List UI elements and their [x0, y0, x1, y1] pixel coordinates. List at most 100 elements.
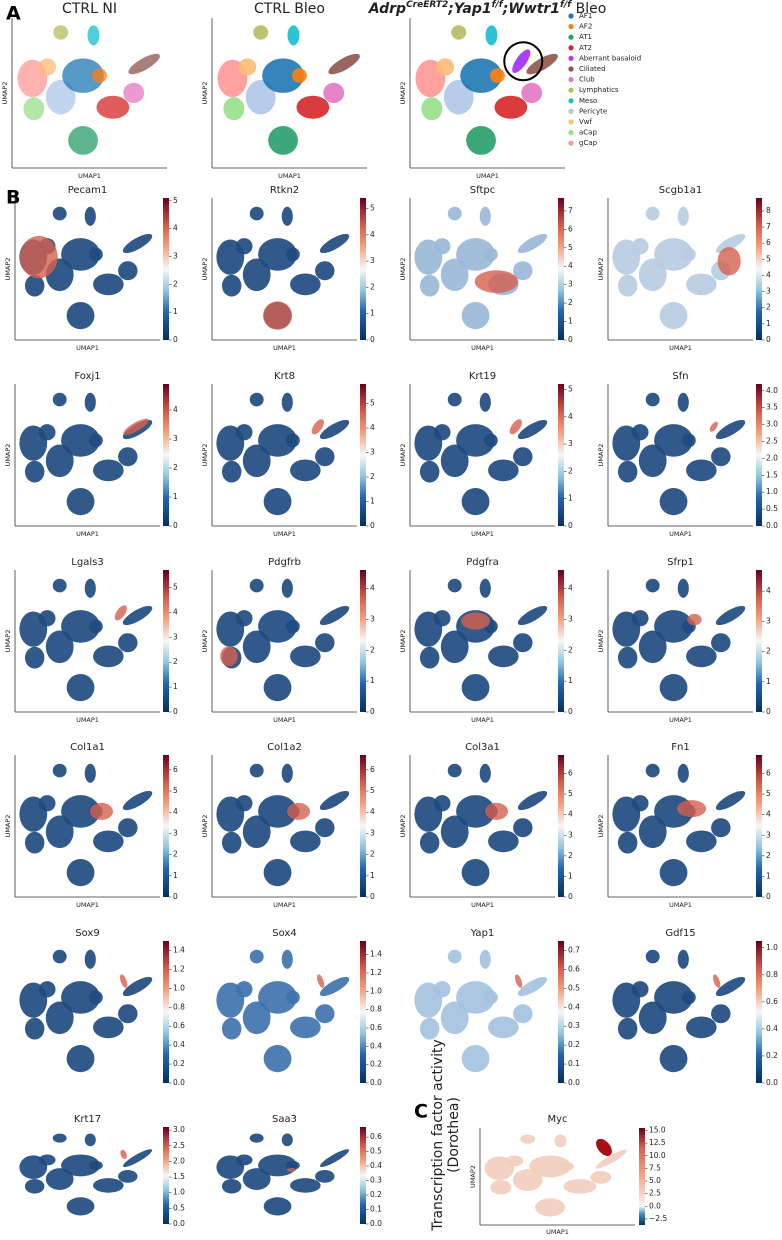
y-axis-label: UMAP2: [399, 815, 407, 838]
colorbar-tick-label: 5: [568, 789, 573, 798]
colorbar-tick-label: 3: [370, 828, 375, 837]
plot-title: Scgb1a1: [659, 185, 702, 196]
cell-cluster: [45, 815, 74, 849]
legend-label: aCap: [579, 129, 597, 137]
cell-cluster: [123, 82, 145, 103]
cell-cluster: [659, 1045, 688, 1073]
colorbar-tick-label: 1: [173, 307, 178, 316]
cell-cluster: [440, 815, 469, 849]
plot-title: Lgals3: [71, 557, 103, 568]
cell-cluster: [235, 424, 253, 441]
expression-hotspot: [311, 419, 324, 435]
colorbar-tick-label: 0: [173, 521, 178, 530]
cell-cluster: [433, 610, 451, 627]
colorbar: [756, 198, 762, 340]
expression-hotspot: [484, 802, 508, 820]
cell-cluster: [681, 990, 696, 1005]
y-axis-label: UMAP2: [201, 444, 209, 467]
cell-cluster: [290, 1178, 321, 1193]
title-part: CreERT2: [406, 0, 448, 10]
plot-title: Sfn: [672, 371, 688, 382]
colorbar-tick-label: 6: [568, 224, 573, 233]
cell-cluster: [654, 610, 694, 643]
colorbar-tick-label: 0.0: [568, 1078, 580, 1087]
cell-cluster: [447, 392, 462, 407]
colorbar-tick-label: 5: [766, 789, 771, 798]
cell-cluster: [84, 949, 96, 969]
cell-cluster: [659, 488, 688, 516]
expression-hotspot: [596, 1138, 612, 1156]
cell-cluster: [535, 1198, 565, 1217]
cell-cluster: [419, 831, 440, 854]
cell-cluster: [221, 1179, 242, 1194]
colorbar-tick-label: 12.5: [649, 1138, 666, 1147]
cell-cluster: [118, 818, 138, 838]
cell-cluster: [291, 68, 307, 83]
cell-cluster: [263, 488, 292, 516]
cell-cluster: [711, 633, 731, 653]
cell-cluster: [595, 1149, 627, 1169]
colorbar-tick-label: 3: [766, 616, 771, 625]
cell-cluster: [451, 25, 467, 40]
plot-title: Col1a2: [267, 742, 302, 753]
legend-swatch: [568, 119, 574, 125]
colorbar-tick-label: 1: [173, 682, 178, 691]
expression-hotspot: [316, 974, 325, 988]
cell-cluster: [24, 831, 45, 854]
plot-title: Krt19: [469, 371, 496, 382]
cell-cluster: [456, 795, 496, 828]
cell-cluster: [52, 763, 67, 778]
colorbar: [163, 198, 169, 340]
colorbar-tick-label: 3: [568, 439, 573, 448]
colorbar-tick-label: 0: [766, 335, 771, 344]
colorbar-tick-label: 0.3: [370, 1176, 382, 1185]
legend-swatch: [568, 66, 574, 72]
plot-title: Sftpc: [470, 185, 495, 196]
plot-title: Sfrp1: [667, 557, 694, 568]
cell-cluster: [84, 206, 96, 226]
cell-cluster: [488, 830, 519, 853]
y-axis-label: UMAP2: [399, 82, 407, 105]
cell-cluster: [66, 859, 95, 887]
colorbar-tick-label: 0.5: [766, 504, 778, 513]
cell-cluster: [517, 419, 548, 440]
cell-cluster: [315, 1004, 335, 1024]
cell-cluster: [249, 763, 264, 778]
colorbar-tick-label: 0: [173, 335, 178, 344]
colorbar-tick-label: 7.5: [649, 1163, 661, 1172]
colorbar-tick-label: 1: [173, 492, 178, 501]
cell-cluster: [68, 125, 98, 155]
cell-cluster: [319, 790, 350, 811]
cell-cluster: [24, 274, 45, 297]
plot-title: Fn1: [671, 742, 689, 753]
colorbar-tick-label: 0.1: [568, 1059, 580, 1068]
cell-cluster: [617, 646, 638, 669]
colorbar-tick-label: 0: [568, 707, 573, 716]
plot-title: Myc: [547, 1114, 567, 1125]
cell-cluster: [517, 790, 548, 811]
cell-cluster: [87, 25, 100, 46]
cell-cluster: [285, 433, 300, 448]
colorbar-tick-label: 7: [568, 206, 573, 215]
expression-hotspot: [19, 235, 58, 279]
cell-cluster: [483, 990, 498, 1005]
colorbar-tick-label: 3.0: [173, 1125, 185, 1134]
colorbar-tick-label: 0: [173, 707, 178, 716]
cell-cluster: [421, 97, 443, 121]
colorbar: [756, 570, 762, 712]
colorbar-tick-label: 4: [766, 810, 771, 819]
colorbar-tick-label: 0: [568, 521, 573, 530]
plot-title: Krt8: [274, 371, 295, 382]
cell-cluster: [84, 392, 96, 412]
panel-label: B: [6, 187, 20, 209]
cell-cluster: [485, 25, 498, 46]
cell-cluster: [419, 460, 440, 483]
cell-cluster: [61, 424, 101, 457]
cell-cluster: [285, 1160, 300, 1170]
cell-cluster: [281, 763, 293, 783]
cell-cluster: [488, 645, 519, 668]
cell-cluster: [45, 444, 74, 478]
legend-swatch: [568, 45, 574, 51]
cell-cluster: [488, 1016, 519, 1039]
colorbar-tick-label: 0.0: [173, 1078, 185, 1087]
